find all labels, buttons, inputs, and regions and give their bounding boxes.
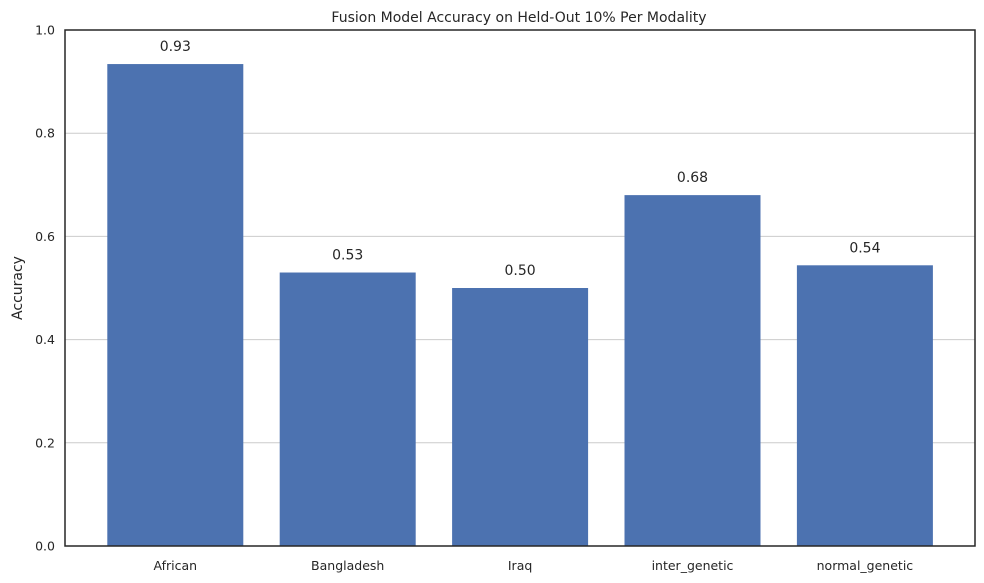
x-tick-label: normal_genetic: [817, 558, 914, 573]
x-tick-label: African: [154, 558, 198, 573]
plot-frame: [64, 29, 976, 547]
y-tick-label: 0.4: [35, 332, 55, 347]
bar-value-label: 0.53: [332, 248, 363, 264]
bar-value-label: 0.68: [677, 170, 708, 186]
bar: [624, 195, 761, 546]
x-tick-label: inter_genetic: [652, 558, 734, 573]
y-tick-label: 0.8: [35, 126, 55, 141]
x-axis-ticks: African Bangladesh Iraq inter_genetic normal…: [154, 558, 914, 573]
y-tick-label: 0.6: [35, 229, 55, 244]
bar-value-label: 0.93: [160, 39, 191, 55]
bar-value-label: 0.54: [849, 240, 880, 256]
bar-value-label: 0.50: [505, 263, 536, 279]
y-tick-label: 1.0: [35, 23, 55, 38]
y-axis-ticks: 0.0 0.2 0.4 0.6 0.8 1.0: [35, 23, 55, 554]
bar: [796, 265, 933, 546]
bar: [279, 272, 416, 546]
bars: [107, 64, 933, 546]
y-tick-label: 0.0: [35, 539, 55, 554]
y-tick-label: 0.2: [35, 435, 55, 450]
bar: [107, 64, 244, 546]
chart-title: Fusion Model Accuracy on Held-Out 10% Pe…: [331, 10, 706, 26]
x-tick-label: Bangladesh: [311, 558, 384, 573]
x-tick-label: Iraq: [508, 558, 532, 573]
y-axis-label: Accuracy: [10, 256, 26, 320]
bar: [452, 288, 589, 546]
data-labels: 0.93 0.53 0.50 0.68 0.54: [160, 39, 881, 279]
